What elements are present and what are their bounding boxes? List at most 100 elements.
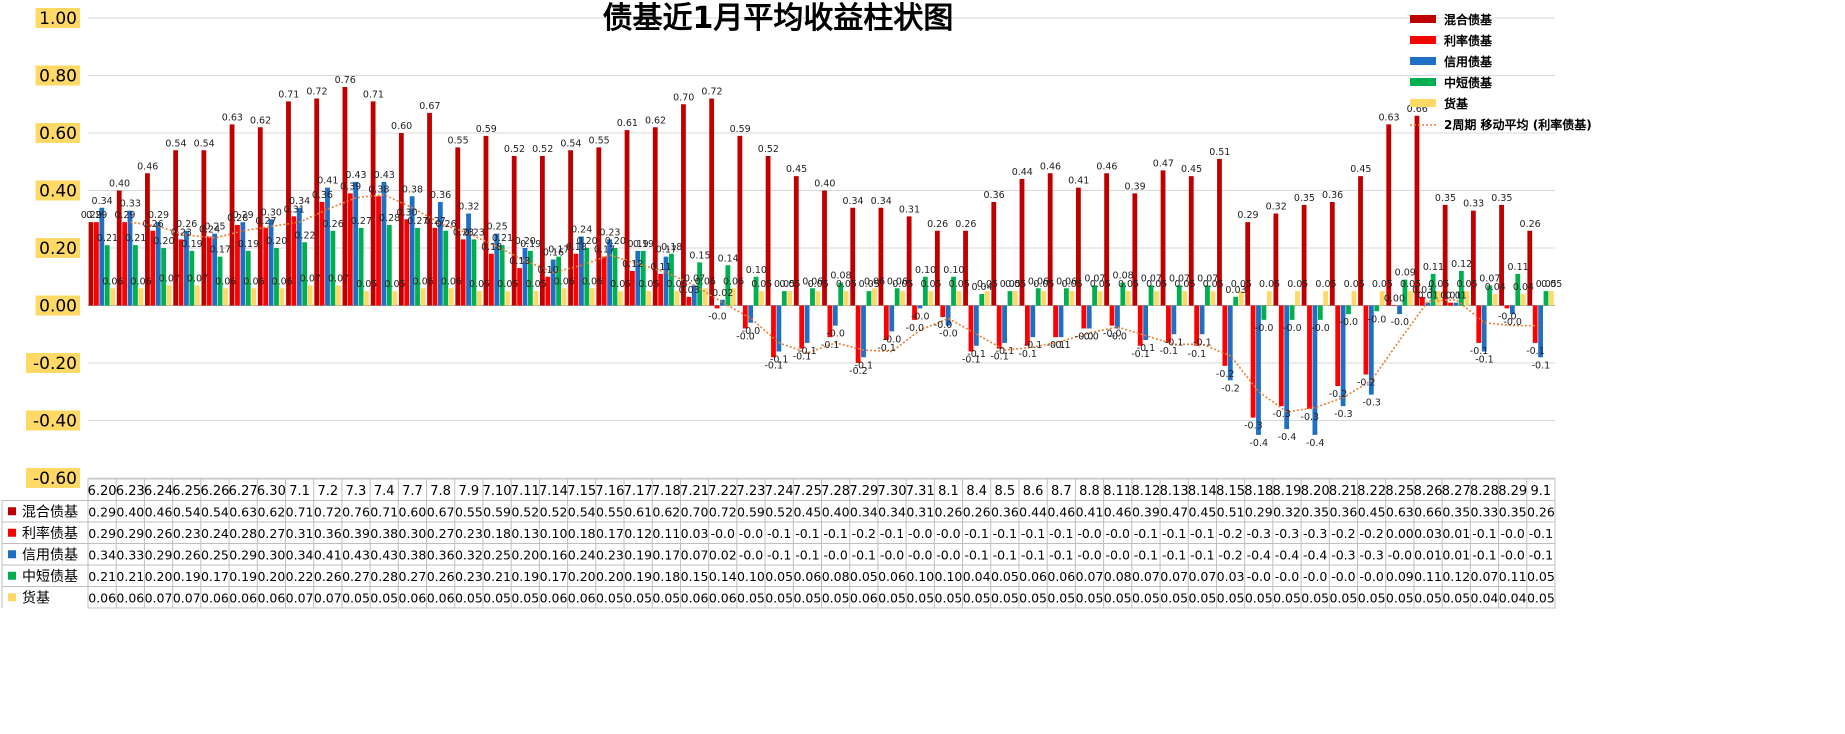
bar bbox=[1323, 291, 1329, 306]
bar bbox=[934, 230, 940, 306]
table-cell: 0.35 bbox=[1301, 504, 1329, 519]
bar bbox=[1538, 305, 1543, 358]
bar bbox=[1284, 305, 1290, 430]
bar bbox=[883, 305, 889, 340]
table-series-key bbox=[8, 507, 16, 516]
data-label: -0.1 bbox=[1193, 337, 1212, 348]
bar bbox=[1047, 173, 1053, 306]
data-label: 0.29 bbox=[233, 210, 254, 221]
bar bbox=[781, 291, 787, 306]
data-label: 0.06 bbox=[1056, 276, 1077, 287]
bar bbox=[1058, 305, 1064, 338]
bar bbox=[973, 305, 979, 346]
data-label: -0.1 bbox=[1188, 349, 1207, 360]
data-label: 0.05 bbox=[1372, 279, 1393, 290]
table-cell: 0.29 bbox=[1245, 504, 1273, 519]
x-tick-label: 8.1 bbox=[938, 484, 959, 499]
x-tick-label: 7.2 bbox=[317, 484, 338, 499]
data-label: 0.20 bbox=[266, 236, 287, 247]
bar bbox=[1154, 291, 1159, 306]
data-label: -0.1 bbox=[855, 360, 874, 371]
bar bbox=[1188, 176, 1194, 306]
bar bbox=[398, 133, 404, 306]
data-label: 0.62 bbox=[645, 115, 666, 126]
bar bbox=[871, 288, 877, 306]
bar bbox=[894, 288, 900, 306]
bar bbox=[1266, 291, 1272, 306]
data-label: 0.52 bbox=[758, 144, 779, 155]
data-label: -0.0 bbox=[934, 320, 953, 331]
x-tick-label: 8.5 bbox=[995, 484, 1016, 499]
y-tick-highlight bbox=[35, 180, 80, 201]
data-label: 0.55 bbox=[589, 135, 610, 146]
x-tick-label: 8.12 bbox=[1131, 484, 1160, 499]
table-cell: -0.4 bbox=[1303, 547, 1327, 562]
table-cell: -0.1 bbox=[993, 526, 1017, 541]
bar bbox=[223, 288, 228, 306]
table-cell: 0.63 bbox=[1386, 504, 1414, 519]
data-label: 0.30 bbox=[396, 207, 417, 218]
bar bbox=[866, 291, 872, 306]
bar bbox=[906, 216, 912, 306]
table-cell: 0.05 bbox=[624, 590, 652, 605]
bar bbox=[257, 127, 263, 306]
data-label: 0.27 bbox=[255, 216, 276, 227]
data-label: 0.08 bbox=[1113, 271, 1134, 282]
table-cell: 0.38 bbox=[399, 547, 427, 562]
table-cell: 0.76 bbox=[342, 504, 370, 519]
table-cell: 0.03 bbox=[1414, 526, 1442, 541]
data-label: -0.1 bbox=[1137, 343, 1156, 354]
bar bbox=[448, 288, 454, 306]
data-label: 0.03 bbox=[679, 285, 700, 296]
bar bbox=[624, 130, 630, 306]
bar bbox=[1064, 288, 1069, 306]
bar bbox=[1238, 291, 1244, 306]
data-label: 0.29 bbox=[148, 210, 169, 221]
x-tick-label: 7.31 bbox=[906, 484, 935, 499]
table-cell: 0.31 bbox=[286, 526, 314, 541]
legend-swatch bbox=[1410, 15, 1436, 23]
bar bbox=[1476, 305, 1482, 343]
data-label: -0.1 bbox=[1165, 337, 1184, 348]
data-label: 0.24 bbox=[199, 225, 220, 236]
y-tick-highlight bbox=[35, 295, 80, 316]
data-label: 0.11 bbox=[650, 262, 671, 273]
table-cell: 0.10 bbox=[935, 569, 963, 584]
bar bbox=[612, 248, 618, 306]
x-tick-label: 6.30 bbox=[257, 484, 286, 499]
data-label: -0.1 bbox=[1526, 346, 1545, 357]
bar bbox=[669, 253, 674, 306]
legend-swatch bbox=[1410, 36, 1436, 44]
data-label: 0.12 bbox=[1451, 259, 1472, 270]
legend-swatch bbox=[1410, 57, 1436, 65]
data-label: 0.06 bbox=[802, 276, 823, 287]
table-cell: 0.06 bbox=[201, 590, 229, 605]
data-label: 0.40 bbox=[814, 179, 835, 190]
data-label: -0.1 bbox=[967, 349, 986, 360]
table-cell: -0.1 bbox=[964, 526, 988, 541]
data-label: 0.21 bbox=[97, 233, 118, 244]
table-cell: 0.05 bbox=[793, 590, 821, 605]
bar bbox=[392, 291, 398, 306]
table-cell: 0.06 bbox=[709, 590, 737, 605]
bar bbox=[1233, 296, 1239, 306]
data-label: 0.44 bbox=[1012, 167, 1033, 178]
bar bbox=[296, 207, 302, 306]
table-cell: -0.0 bbox=[1331, 569, 1355, 584]
bar bbox=[1351, 291, 1357, 306]
data-label: 0.07 bbox=[328, 273, 349, 284]
table-cell: 0.46 bbox=[145, 504, 173, 519]
data-label: 0.10 bbox=[746, 265, 767, 276]
table-cell: 0.36 bbox=[991, 504, 1019, 519]
data-label: 0.59 bbox=[730, 124, 751, 135]
x-tick-label: 7.14 bbox=[539, 484, 568, 499]
data-label: 0.54 bbox=[560, 138, 581, 149]
data-label: 0.19 bbox=[182, 239, 203, 250]
table-series-name: 利率债基 bbox=[22, 525, 78, 542]
bar bbox=[1245, 222, 1251, 306]
bar bbox=[212, 233, 218, 306]
data-label: 0.46 bbox=[1040, 161, 1061, 172]
bar bbox=[956, 291, 962, 306]
table-cell: 0.07 bbox=[173, 590, 201, 605]
table-cell: 0.11 bbox=[652, 526, 680, 541]
